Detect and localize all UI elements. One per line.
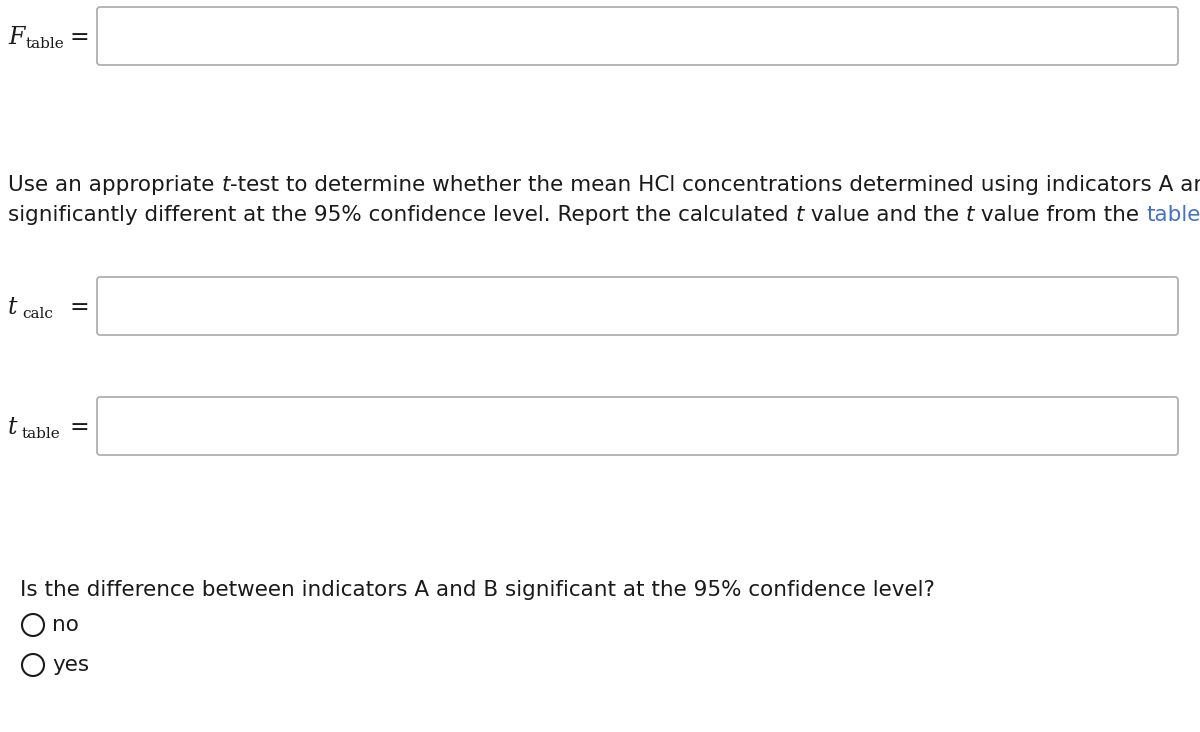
Text: t: t	[8, 416, 18, 438]
Text: yes: yes	[52, 655, 89, 675]
Text: -test to determine whether the mean HCl concentrations determined using indicato: -test to determine whether the mean HCl …	[229, 175, 1200, 195]
Text: calc: calc	[22, 307, 53, 321]
Text: t: t	[966, 205, 974, 225]
Text: t: t	[796, 205, 804, 225]
Text: Is the difference between indicators A and B significant at the 95% confidence l: Is the difference between indicators A a…	[20, 580, 935, 600]
Text: =: =	[70, 416, 90, 438]
Text: significantly different at the 95% confidence level. Report the calculated: significantly different at the 95% confi…	[8, 205, 796, 225]
Text: =: =	[70, 26, 90, 48]
Text: table: table	[26, 37, 65, 51]
Text: t: t	[8, 296, 18, 318]
Text: =: =	[70, 296, 90, 318]
Text: table: table	[22, 427, 61, 441]
Text: value and the: value and the	[804, 205, 966, 225]
Text: table: table	[1146, 205, 1200, 225]
Text: t: t	[221, 175, 229, 195]
FancyBboxPatch shape	[97, 277, 1178, 335]
Text: Use an appropriate: Use an appropriate	[8, 175, 221, 195]
Text: no: no	[52, 615, 79, 635]
FancyBboxPatch shape	[97, 397, 1178, 455]
Text: F: F	[8, 26, 24, 48]
Text: value from the: value from the	[974, 205, 1146, 225]
FancyBboxPatch shape	[97, 7, 1178, 65]
